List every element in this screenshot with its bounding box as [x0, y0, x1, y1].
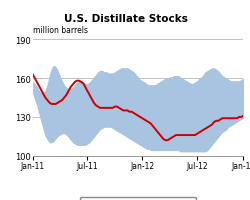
Text: U.S. Distillate Stocks: U.S. Distillate Stocks	[63, 14, 187, 24]
Legend: 5-yr Range, Weekly: 5-yr Range, Weekly	[80, 197, 195, 200]
Text: million barrels: million barrels	[32, 26, 87, 35]
